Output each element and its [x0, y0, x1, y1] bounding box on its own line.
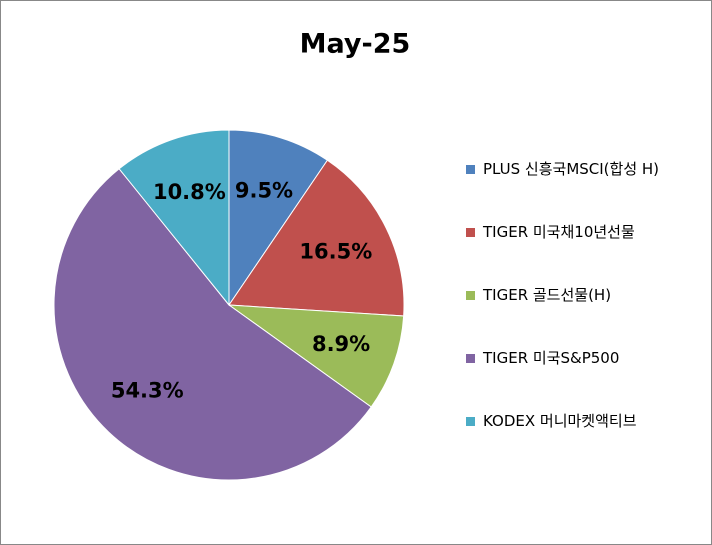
legend-item: TIGER 미국S&P500 — [466, 345, 696, 372]
data-label: 8.9% — [312, 332, 370, 356]
data-label: 9.5% — [235, 178, 293, 202]
legend-item: TIGER 골드선물(H) — [466, 282, 696, 309]
pie-slice — [227, 304, 405, 408]
data-label: 16.5% — [299, 240, 372, 264]
pie-slice — [228, 129, 329, 307]
legend-item: PLUS 신흥국MSCI(합성 H) — [466, 156, 696, 183]
legend-item: KODEX 머니마켓액티브 — [466, 408, 696, 435]
pie: 9.5% 16.5% 8.9% 54.3% 10.8% — [53, 129, 405, 481]
legend-swatch — [466, 291, 475, 300]
pie-slice — [228, 159, 405, 317]
data-label: 54.3% — [111, 378, 184, 402]
legend-label: TIGER 미국채10년선물 — [483, 223, 635, 241]
legend-swatch — [466, 417, 475, 426]
data-label: 10.8% — [153, 180, 226, 204]
legend-swatch — [466, 354, 475, 363]
legend-label: PLUS 신흥국MSCI(합성 H) — [483, 160, 660, 178]
legend-label: TIGER 미국S&P500 — [483, 349, 620, 367]
pie-slice — [118, 129, 230, 307]
legend: PLUS 신흥국MSCI(합성 H) TIGER 미국채10년선물 TIGER 골드… — [466, 156, 696, 471]
legend-item: TIGER 미국채10년선물 — [466, 219, 696, 246]
pie-slice — [53, 168, 372, 481]
legend-label: KODEX 머니마켓액티브 — [483, 412, 637, 430]
chart-title: May-25 — [300, 29, 411, 60]
legend-swatch — [466, 165, 475, 174]
legend-label: TIGER 골드선물(H) — [483, 286, 612, 304]
legend-swatch — [466, 228, 475, 237]
